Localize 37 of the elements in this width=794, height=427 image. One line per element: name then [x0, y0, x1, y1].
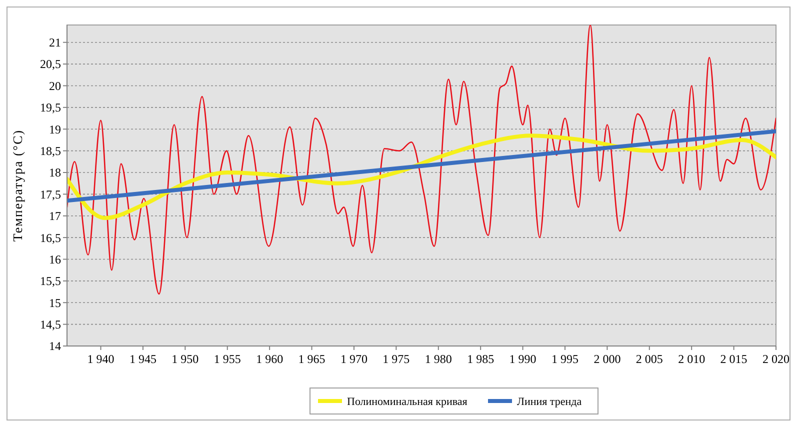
legend-label: Линия тренда — [517, 396, 582, 408]
x-tick-label: 1 955 — [214, 352, 241, 366]
y-tick-label: 21 — [49, 36, 61, 50]
x-tick-label: 1 985 — [467, 352, 494, 366]
y-tick-label: 15,5 — [40, 274, 61, 288]
y-tick-label: 17,5 — [40, 187, 61, 202]
x-tick-label: 2 010 — [678, 352, 706, 366]
x-tick-label: 2 020 — [762, 352, 790, 366]
x-tick-label: 1 940 — [87, 352, 114, 366]
y-tick-label: 14 — [49, 339, 61, 354]
y-tick-label: 18 — [49, 166, 61, 180]
y-tick-label: 20,5 — [40, 57, 61, 72]
legend-label: Полиноминальная кривая — [347, 396, 468, 408]
x-tick-label: 1 980 — [424, 352, 452, 366]
x-tick-label: 1 975 — [382, 352, 410, 366]
x-tick-label: 2 005 — [636, 352, 663, 366]
y-tick-label: 19,5 — [40, 100, 61, 115]
y-tick-label: 20 — [49, 78, 61, 93]
x-tick-label: 1 995 — [551, 352, 578, 366]
x-tick-label: 1 990 — [509, 352, 536, 366]
y-tick-label: 16 — [49, 252, 61, 266]
y-tick-label: 19 — [49, 122, 61, 136]
y-tick-label: 17 — [49, 209, 61, 224]
x-tick-label: 1 965 — [298, 352, 326, 366]
x-tick-label: 1 960 — [256, 352, 284, 366]
x-tick-label: 2 015 — [720, 352, 748, 366]
x-tick-label: 1 950 — [172, 352, 199, 366]
x-tick-label: 1 945 — [129, 352, 156, 366]
line-series — [67, 25, 776, 295]
y-tick-label: 15 — [49, 296, 61, 310]
y-tick-label: 14,5 — [40, 318, 61, 332]
x-tick-label: 2 000 — [594, 352, 621, 366]
y-tick-label: 18,5 — [40, 144, 61, 158]
y-axis-title: Температура (°C) — [10, 129, 25, 242]
x-tick-label: 1 970 — [340, 352, 368, 366]
line-series — [67, 134, 776, 220]
y-tick-label: 16,5 — [40, 230, 61, 245]
